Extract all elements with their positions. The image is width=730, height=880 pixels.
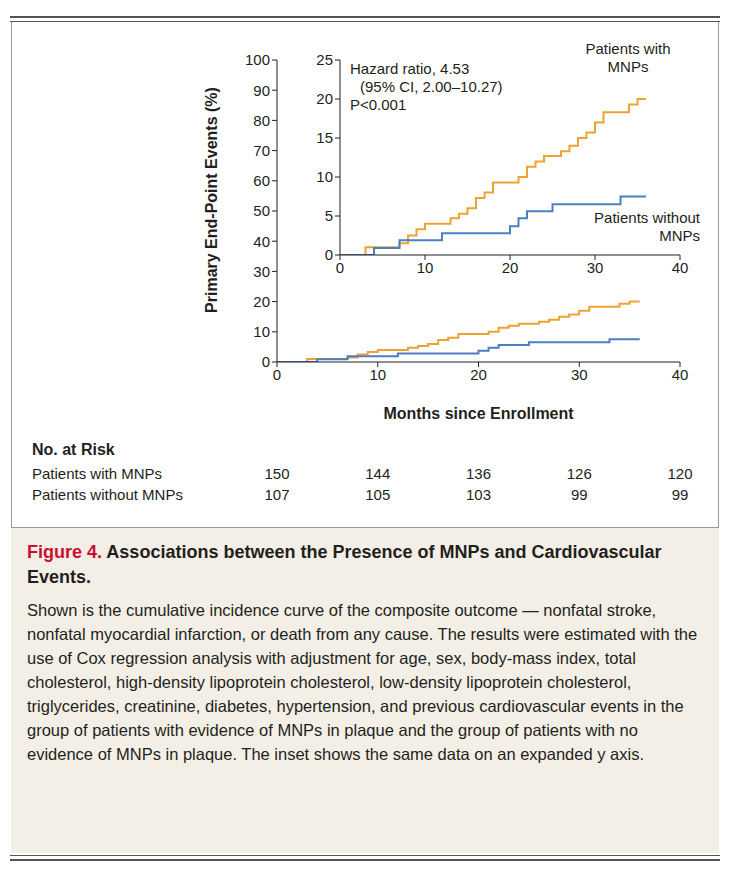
svg-text:30: 30 (571, 366, 588, 383)
svg-text:5: 5 (325, 207, 333, 224)
html-text:150: 150 (264, 465, 290, 482)
svg-text:90: 90 (253, 82, 270, 99)
svg-text:20: 20 (253, 293, 270, 310)
svg-text:10: 10 (417, 259, 434, 276)
svg-text:15: 15 (316, 129, 333, 146)
html-text:Figure 4. Associations between: Figure 4. Associations between the Prese… (27, 542, 662, 587)
svg-text:70: 70 (253, 142, 270, 159)
svg-text:100: 100 (245, 51, 270, 68)
html-text:No. at Risk: No. at Risk (32, 441, 115, 458)
html-text:Patients with MNPs: Patients with MNPs (32, 465, 162, 482)
svg-text:80: 80 (253, 112, 270, 129)
svg-text:30: 30 (587, 259, 604, 276)
html-text:Patients without MNPs: Patients without MNPs (594, 209, 700, 244)
html-text:99: 99 (671, 486, 689, 503)
html-text:144: 144 (365, 465, 391, 482)
svg-text:0: 0 (336, 259, 344, 276)
html-text:107: 107 (264, 486, 290, 503)
html-text:Hazard ratio, 4.53: Hazard ratio, 4.53 (350, 60, 470, 77)
html-text:(95% CI, 2.00–10.27): (95% CI, 2.00–10.27) (360, 78, 503, 95)
html-text:126: 126 (566, 465, 592, 482)
html-text:Patients without MNPs: Patients without MNPs (32, 486, 183, 503)
html-text:P<0.001: P<0.001 (350, 96, 407, 113)
html-text:99: 99 (570, 486, 588, 503)
svg-text:0: 0 (325, 246, 333, 263)
html-text:Shown is the cumulative incide: Shown is the cumulative incidence curve … (27, 601, 698, 763)
svg-text:40: 40 (672, 366, 689, 383)
svg-text:10: 10 (253, 323, 270, 340)
svg-text:25: 25 (316, 51, 333, 68)
svg-text:0: 0 (262, 353, 270, 370)
html-text:105: 105 (365, 486, 391, 503)
svg-text:20: 20 (502, 259, 519, 276)
svg-text:50: 50 (253, 202, 270, 219)
svg-text:20: 20 (316, 90, 333, 107)
html-text:Primary End-Point Events (%): Primary End-Point Events (%) (203, 87, 220, 313)
svg-text:40: 40 (253, 233, 270, 250)
html-text:Months since Enrollment: Months since Enrollment (383, 405, 574, 422)
svg-text:20: 20 (470, 366, 487, 383)
html-text:120: 120 (667, 465, 693, 482)
svg-text:10: 10 (369, 366, 386, 383)
svg-text:0: 0 (273, 366, 281, 383)
svg-text:30: 30 (253, 263, 270, 280)
html-text:Patients with MNPs: Patients with MNPs (585, 40, 671, 75)
html-text:136: 136 (466, 465, 491, 482)
svg-text:10: 10 (316, 168, 333, 185)
html-text:103: 103 (466, 486, 491, 503)
svg-text:60: 60 (253, 172, 270, 189)
svg-text:40: 40 (672, 259, 689, 276)
